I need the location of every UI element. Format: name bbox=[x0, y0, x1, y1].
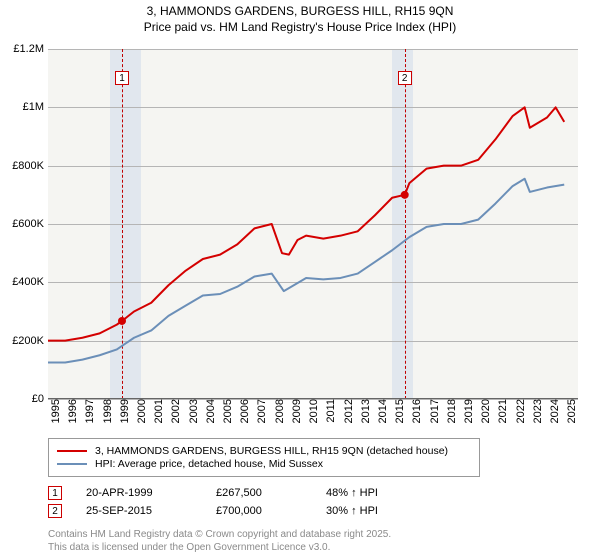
transactions-table: 1 20-APR-1999£267,50048% ↑ HPI 2 25-SEP-201… bbox=[48, 484, 378, 520]
legend-item: 3, HAMMONDS GARDENS, BURGESS HILL, RH15 … bbox=[57, 445, 471, 457]
sale-point bbox=[401, 191, 409, 199]
y-tick-label: £1M bbox=[23, 101, 48, 113]
y-tick-label: £800K bbox=[12, 160, 48, 172]
x-tick-label: 2007 bbox=[256, 399, 268, 423]
x-tick-label: 2003 bbox=[188, 399, 200, 423]
x-tick-label: 1995 bbox=[50, 399, 62, 423]
legend-swatch bbox=[57, 463, 87, 465]
x-tick-label: 2011 bbox=[325, 399, 337, 423]
chart-title: 3, HAMMONDS GARDENS, BURGESS HILL, RH15 … bbox=[0, 0, 600, 35]
series-hpi bbox=[48, 179, 564, 363]
x-tick-label: 2023 bbox=[532, 399, 544, 423]
x-tick-label: 1998 bbox=[102, 399, 114, 423]
sale-point bbox=[118, 317, 126, 325]
transaction-date: 25-SEP-2015 bbox=[86, 505, 216, 517]
series-lines bbox=[48, 49, 578, 399]
y-tick-label: £0 bbox=[32, 393, 48, 405]
x-tick-label: 2009 bbox=[291, 399, 303, 423]
series-price_paid bbox=[48, 107, 564, 340]
x-tick-label: 1999 bbox=[119, 399, 131, 423]
transaction-delta: 30% ↑ HPI bbox=[326, 505, 378, 517]
legend: 3, HAMMONDS GARDENS, BURGESS HILL, RH15 … bbox=[48, 438, 480, 477]
transaction-marker: 1 bbox=[48, 486, 62, 500]
transaction-price: £267,500 bbox=[216, 487, 326, 499]
transaction-date: 20-APR-1999 bbox=[86, 487, 216, 499]
x-tick-label: 2024 bbox=[549, 399, 561, 423]
x-tick-label: 2014 bbox=[377, 399, 389, 423]
x-tick-label: 2022 bbox=[515, 399, 527, 423]
x-tick-label: 2002 bbox=[170, 399, 182, 423]
x-tick-label: 2025 bbox=[566, 399, 578, 423]
x-tick-label: 2020 bbox=[480, 399, 492, 423]
y-tick-label: £200K bbox=[12, 335, 48, 347]
y-tick-label: £600K bbox=[12, 218, 48, 230]
transaction-delta: 48% ↑ HPI bbox=[326, 487, 378, 499]
x-tick-label: 2015 bbox=[394, 399, 406, 423]
transaction-marker: 2 bbox=[48, 504, 62, 518]
x-tick-label: 2006 bbox=[239, 399, 251, 423]
x-tick-label: 2021 bbox=[497, 399, 509, 423]
title-subtitle: Price paid vs. HM Land Registry's House … bbox=[0, 20, 600, 36]
transaction-row: 1 20-APR-1999£267,50048% ↑ HPI bbox=[48, 484, 378, 502]
x-tick-label: 2005 bbox=[222, 399, 234, 423]
y-tick-label: £1.2M bbox=[13, 43, 48, 55]
x-tick-label: 2013 bbox=[360, 399, 372, 423]
x-axis-line bbox=[48, 398, 578, 399]
x-tick-label: 2016 bbox=[411, 399, 423, 423]
x-tick-label: 2000 bbox=[136, 399, 148, 423]
legend-label: 3, HAMMONDS GARDENS, BURGESS HILL, RH15 … bbox=[95, 445, 448, 457]
x-tick-label: 2012 bbox=[343, 399, 355, 423]
x-tick-label: 2008 bbox=[274, 399, 286, 423]
transaction-price: £700,000 bbox=[216, 505, 326, 517]
line-chart: £0£200K£400K£600K£800K£1M£1.2M1995199619… bbox=[48, 48, 578, 399]
x-tick-label: 2004 bbox=[205, 399, 217, 423]
legend-item: HPI: Average price, detached house, Mid … bbox=[57, 458, 471, 470]
attribution-line: Contains HM Land Registry data © Crown c… bbox=[48, 529, 391, 542]
x-tick-label: 2017 bbox=[429, 399, 441, 423]
event-marker: 2 bbox=[398, 71, 412, 85]
x-tick-label: 2018 bbox=[446, 399, 458, 423]
x-tick-label: 2010 bbox=[308, 399, 320, 423]
x-tick-label: 2001 bbox=[153, 399, 165, 423]
title-address: 3, HAMMONDS GARDENS, BURGESS HILL, RH15 … bbox=[0, 4, 600, 20]
event-marker: 1 bbox=[115, 71, 129, 85]
transaction-row: 2 25-SEP-2015£700,00030% ↑ HPI bbox=[48, 502, 378, 520]
x-tick-label: 2019 bbox=[463, 399, 475, 423]
x-tick-label: 1996 bbox=[67, 399, 79, 423]
attribution-line: This data is licensed under the Open Gov… bbox=[48, 542, 391, 555]
legend-swatch bbox=[57, 450, 87, 452]
attribution: Contains HM Land Registry data © Crown c… bbox=[48, 529, 391, 554]
x-tick-label: 1997 bbox=[84, 399, 96, 423]
legend-label: HPI: Average price, detached house, Mid … bbox=[95, 458, 323, 470]
y-tick-label: £400K bbox=[12, 276, 48, 288]
